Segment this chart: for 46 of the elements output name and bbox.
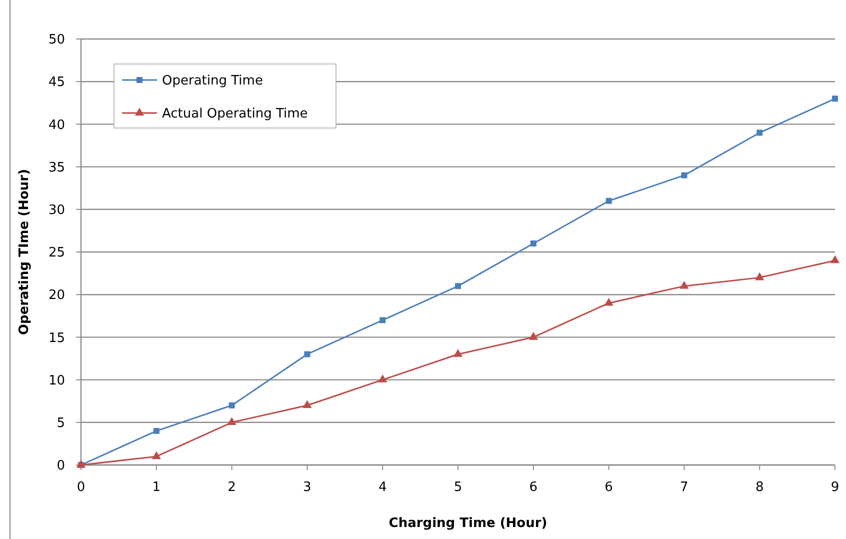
x-tick-label: 3 [303,480,312,495]
point [453,348,463,357]
y-tick-label: 5 [56,416,65,431]
point [528,332,538,340]
x-tick-label: 6 [604,480,613,495]
point [755,272,764,280]
y-axis-title: Operating TIme (Hour) [17,168,32,336]
y-tick-label: 20 [48,288,65,304]
y-tick-label: 50 [48,32,65,48]
point [380,317,386,324]
x-axis-title: Charging Time (Hour) [388,516,548,531]
point [152,451,161,460]
point [756,130,763,136]
point [228,402,235,408]
x-tick-label: 4 [378,480,387,495]
x-tick-label: 7 [680,480,688,495]
point [530,240,536,246]
y-tick-label: 30 [48,202,65,218]
y-tick-label: 40 [48,118,65,133]
point [830,255,840,264]
y-tick-label: 15 [48,330,65,346]
point [153,428,160,434]
y-tick-label: 35 [48,160,65,176]
point [455,283,461,290]
y-tick-label: 25 [48,246,65,261]
x-tick-label: 6 [529,480,538,495]
point [680,280,689,289]
point [832,96,838,102]
point [378,374,388,382]
point [681,172,688,178]
x-tick-label: 2 [228,480,236,495]
point [302,400,312,408]
y-tick-label: 0 [56,458,65,474]
point [604,298,614,306]
x-tick-label: 9 [830,480,840,495]
x-tick-label: 1 [152,480,161,495]
point [304,351,310,358]
x-tick-label: 8 [755,480,764,495]
y-tick-label: 10 [48,373,65,388]
legend-label: Actual Operating Time [162,106,308,122]
point [227,417,236,426]
legend-label: Operating Time [162,74,263,89]
x-tick-label: 0 [76,480,86,495]
y-tick-label: 45 [48,75,65,90]
point [606,198,612,204]
x-tick-label: 5 [454,480,462,495]
